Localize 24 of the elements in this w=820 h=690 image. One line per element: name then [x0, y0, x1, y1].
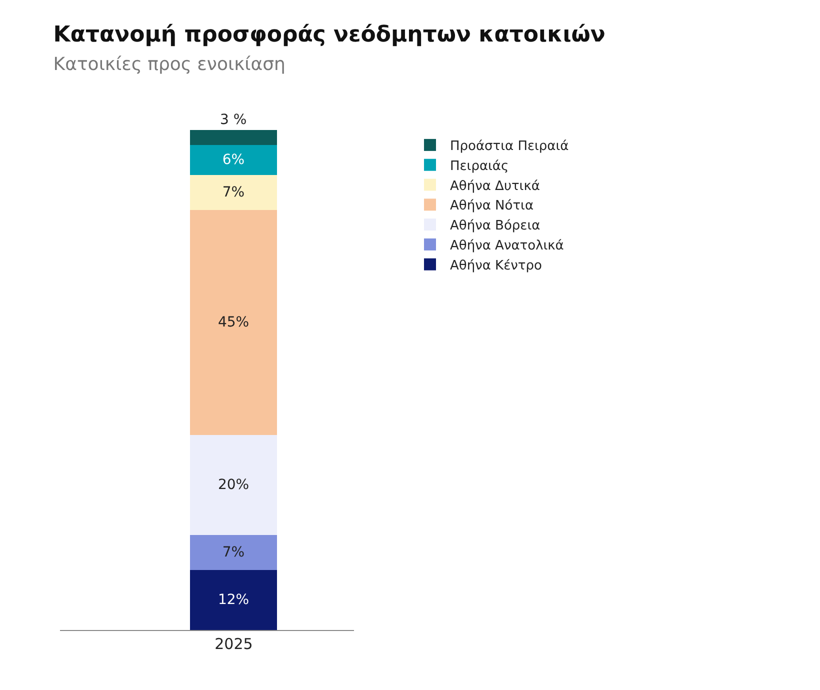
data-label: 6% [222, 152, 245, 168]
data-label: 3 % [220, 112, 247, 128]
data-label: 7% [222, 184, 245, 200]
bar [190, 175, 277, 210]
data-label: 20% [218, 477, 250, 493]
bar [190, 130, 277, 145]
data-label: 7% [222, 544, 245, 560]
legend-label: Αθήνα Ανατολικά [450, 238, 564, 254]
bar [190, 210, 277, 435]
legend-label: Αθήνα Βόρεια [450, 218, 540, 234]
legend-label: Αθήνα Κέντρο [450, 258, 542, 274]
legend-label: Αθήνα Νότια [450, 198, 534, 214]
bar [190, 435, 277, 535]
legend-label: Αθήνα Δυτικά [450, 178, 540, 194]
chart-subtitle: Κατοικίες προς ενοικίαση [53, 54, 286, 75]
x-tick-label: 2025 [214, 635, 253, 653]
text: Κατανομή προσφοράς νεόδμητων κατοικιών [53, 22, 606, 48]
legend-label: Πειραιάς [450, 158, 509, 174]
bar [190, 535, 277, 570]
bar [190, 570, 277, 630]
data-label: 45% [218, 314, 250, 330]
data-label: 12% [218, 592, 250, 608]
legend-label: Προάστια Πειραιά [450, 139, 569, 154]
bar [190, 145, 277, 175]
